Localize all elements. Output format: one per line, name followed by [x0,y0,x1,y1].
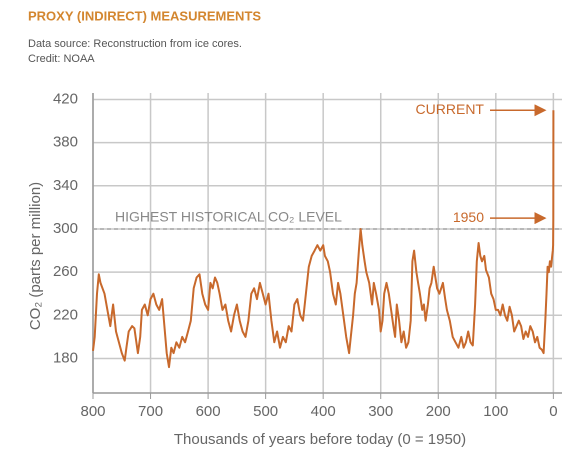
x-tick-label: 700 [138,403,163,420]
subtitle: Data source: Reconstruction from ice cor… [28,38,242,50]
x-tick-label: 500 [253,403,278,420]
y-tick-label: 300 [53,220,78,237]
data-line [92,110,555,369]
x-tick-label: 600 [196,403,221,420]
y-tick-label: 420 [53,90,78,107]
x-tick-label: 300 [368,403,393,420]
x-axis-title: Thousands of years before today (0 = 195… [174,431,466,448]
x-tick-label: 200 [426,403,451,420]
y-axis-title: CO₂ (parts per million) [27,182,44,330]
x-tick-label: 400 [311,403,336,420]
annotation-label: CURRENT [416,101,485,117]
x-tick-label: 0 [549,403,557,420]
y-tick-label: 260 [53,263,78,280]
chart-title: PROXY (INDIRECT) MEASUREMENTS [28,8,261,23]
reference-label: HIGHEST HISTORICAL CO₂ LEVEL [115,209,342,225]
y-tick-label: 180 [53,349,78,366]
x-tick-label: 100 [483,403,508,420]
annotation-label: 1950 [453,209,484,225]
y-tick-label: 380 [53,134,78,151]
y-tick-label: 340 [53,177,78,194]
y-tick-label: 220 [53,306,78,323]
credit: Credit: NOAA [28,53,95,65]
x-tick-label: 800 [80,403,105,420]
